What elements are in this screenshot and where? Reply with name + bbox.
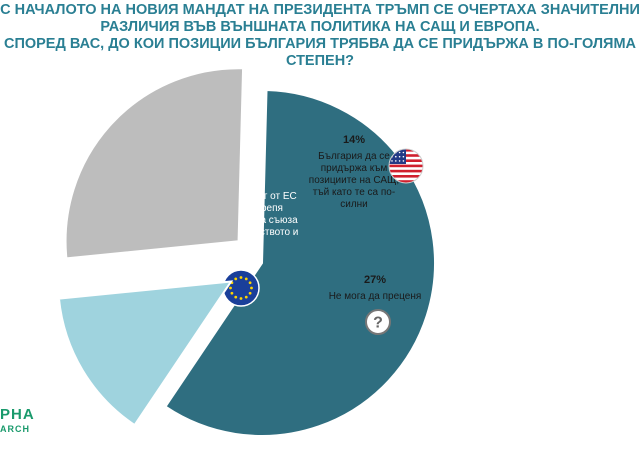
slice-label-line: позициите на САЩ, xyxy=(309,175,399,186)
title-line: РАЗЛИЧИЯ ВЪВ ВЪНШНАТА ПОЛИТИКА НА САЩ И … xyxy=(100,19,540,35)
slice-label: 27% Не мога да преценя xyxy=(329,274,422,302)
slice-label-line: силни xyxy=(340,199,368,210)
slice-label-line: придържа към xyxy=(321,163,388,174)
pie-slice xyxy=(164,89,436,437)
pie-slice xyxy=(57,280,234,427)
title-line: С НАЧАЛОТО НА НОВИЯ МАНДАТ НА ПРЕЗИДЕНТА… xyxy=(0,2,640,18)
us-flag-icon xyxy=(388,148,424,184)
logo-line-2: ARCH xyxy=(0,424,30,434)
question-icon: ? xyxy=(365,309,391,335)
slice-value-label: 27% xyxy=(364,274,386,286)
slice-label-line: Не мога да преценя xyxy=(329,291,422,302)
chart-title: С НАЧАЛОТО НА НОВИЯ МАНДАТ НА ПРЕЗИДЕНТА… xyxy=(0,2,640,70)
alpha-research-logo: PHA ARCH xyxy=(0,406,50,450)
slice-label: 14% България да се придържа към позициите н… xyxy=(309,134,399,210)
title-line: СТЕПЕН? xyxy=(285,53,355,69)
logo-line-1: PHA xyxy=(0,406,35,423)
slice-value-label: 14% xyxy=(343,134,365,146)
title-line: СПОРЕД ВАС, ДО КОИ ПОЗИЦИИ БЪЛГАРИЯ ТРЯБ… xyxy=(3,36,637,52)
slice-label-line: тъй като те са по- xyxy=(313,187,395,198)
eu-flag-icon xyxy=(222,269,260,307)
slice-label-line: България да се xyxy=(318,151,390,162)
slice-label-line: силата му xyxy=(214,239,261,250)
svg-text:?: ? xyxy=(373,315,383,332)
pie-slice xyxy=(64,67,245,260)
